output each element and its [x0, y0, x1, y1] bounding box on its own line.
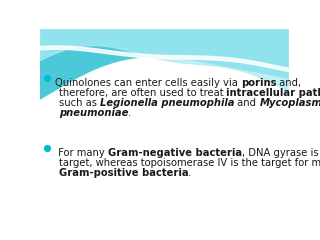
Text: .: .: [128, 108, 131, 118]
Text: Quinolones can enter cells easily via: Quinolones can enter cells easily via: [55, 78, 241, 88]
Text: Gram-positive bacteria: Gram-positive bacteria: [59, 168, 188, 178]
Text: pneumoniae: pneumoniae: [59, 108, 128, 118]
Text: such as: such as: [59, 98, 100, 108]
Text: Gram-negative bacteria: Gram-negative bacteria: [108, 148, 242, 158]
Text: porins: porins: [241, 78, 276, 88]
Text: therefore, are often used to treat: therefore, are often used to treat: [59, 88, 226, 98]
Text: Mycoplasma: Mycoplasma: [259, 98, 320, 108]
Text: and: and: [234, 98, 259, 108]
Text: and,: and,: [276, 78, 301, 88]
Text: target, whereas topoisomerase IV is the target for many: target, whereas topoisomerase IV is the …: [59, 158, 320, 168]
Text: Legionella pneumophila: Legionella pneumophila: [100, 98, 234, 108]
Text: .: .: [188, 168, 191, 178]
Text: , DNA gyrase is the: , DNA gyrase is the: [242, 148, 320, 158]
Text: intracellular pathogens: intracellular pathogens: [226, 88, 320, 98]
Text: For many: For many: [55, 148, 108, 158]
